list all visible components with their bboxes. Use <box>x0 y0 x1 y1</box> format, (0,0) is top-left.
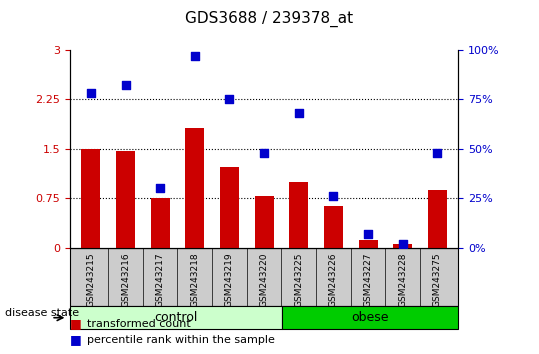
Point <box>294 110 303 116</box>
Text: transformed count: transformed count <box>87 319 191 329</box>
Point <box>190 53 199 58</box>
Text: GDS3688 / 239378_at: GDS3688 / 239378_at <box>185 11 354 27</box>
Point <box>398 241 407 247</box>
Text: obese: obese <box>351 311 389 324</box>
Bar <box>289 182 308 248</box>
Point <box>433 150 441 155</box>
Bar <box>81 149 100 248</box>
Bar <box>254 196 274 248</box>
Bar <box>150 198 170 248</box>
Point <box>225 96 234 102</box>
Bar <box>428 190 447 248</box>
Bar <box>393 245 412 248</box>
Point <box>364 231 372 237</box>
Point <box>87 90 95 96</box>
Bar <box>220 167 239 248</box>
Bar <box>358 240 378 248</box>
Bar <box>324 206 343 248</box>
Point <box>156 185 164 191</box>
Bar <box>185 127 204 248</box>
Bar <box>116 151 135 248</box>
Text: ■: ■ <box>70 333 82 346</box>
Point <box>329 193 338 199</box>
Point <box>121 82 130 88</box>
Text: control: control <box>154 311 198 324</box>
Point <box>260 150 268 155</box>
Text: percentile rank within the sample: percentile rank within the sample <box>87 335 275 345</box>
Text: disease state: disease state <box>5 308 80 319</box>
Text: ■: ■ <box>70 318 82 330</box>
